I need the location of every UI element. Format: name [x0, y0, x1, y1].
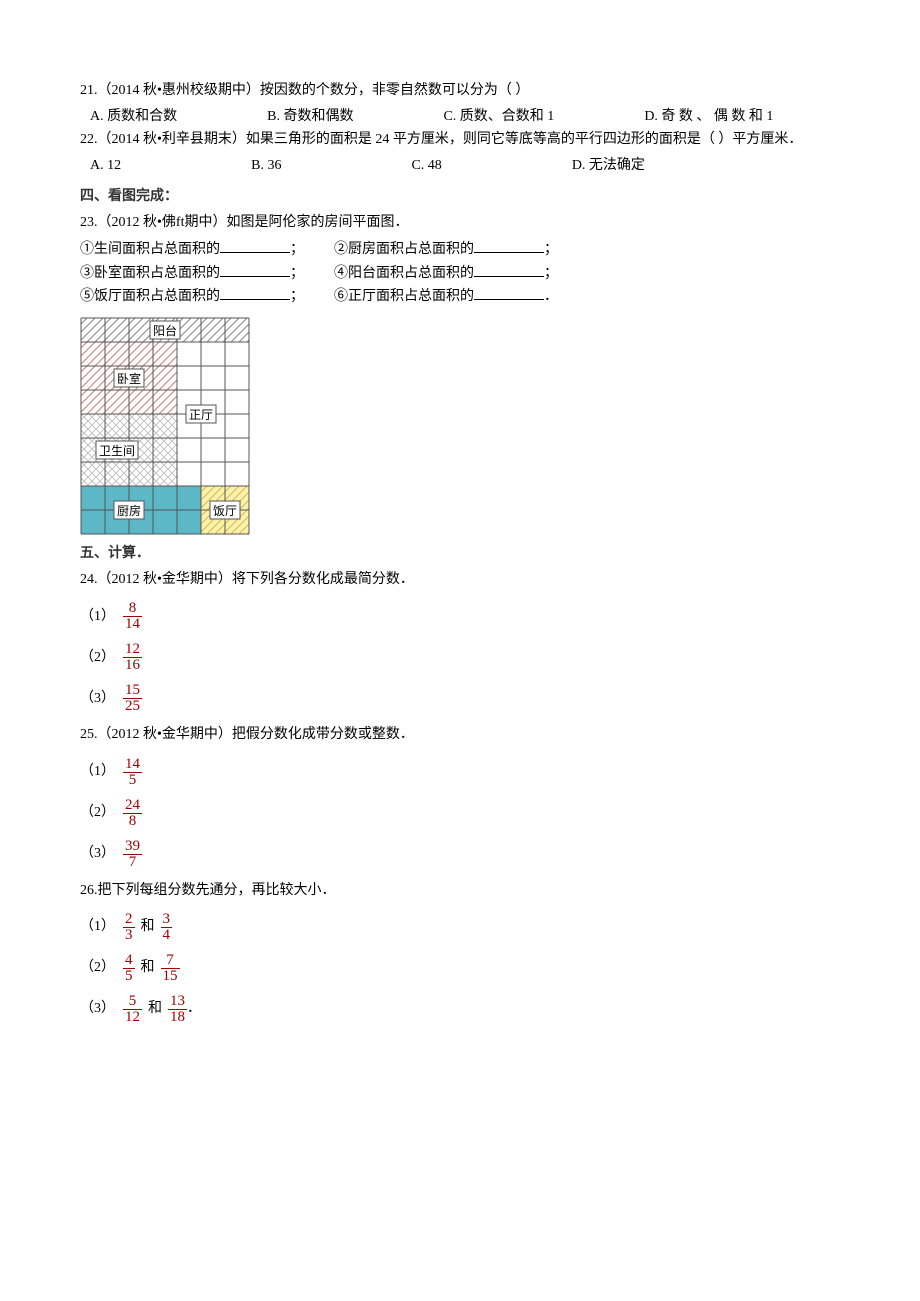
- q23-fill-left: ①生间面积占总面积的；: [80, 238, 304, 261]
- q21-opt-a: A. 质数和合数: [90, 106, 177, 128]
- fraction: 1525: [123, 683, 142, 714]
- svg-text:饭厅: 饭厅: [213, 504, 237, 518]
- q26-item: （2） 45 和 715: [80, 953, 860, 984]
- q23-fill-row: ①生间面积占总面积的； ②厨房面积占总面积的；: [80, 238, 860, 261]
- question-21: 21.（2014 秋•惠州校级期中）按因数的个数分，非零自然数可以分为（ ）: [80, 80, 860, 102]
- q22-opt-a: A. 12: [90, 155, 121, 177]
- q26-item: （1） 23 和 34: [80, 912, 860, 943]
- svg-text:正厅: 正厅: [189, 408, 213, 422]
- q22-opt-b: B. 36: [251, 155, 281, 177]
- svg-text:卧室: 卧室: [117, 371, 141, 386]
- q26-items: （1） 23 和 34 （2） 45 和 715 （3） 512 和 1318．: [80, 912, 860, 1025]
- blank: [474, 262, 544, 277]
- fraction: 715: [161, 953, 180, 984]
- question-26: 26.把下列每组分数先通分，再比较大小．: [80, 880, 860, 902]
- q25-item: （2） 248: [80, 798, 860, 829]
- blank: [220, 285, 290, 300]
- section-4-title: 四、看图完成：: [80, 186, 860, 208]
- q23-fill-row: ③卧室面积占总面积的； ④阳台面积占总面积的；: [80, 262, 860, 285]
- fraction: 814: [123, 601, 142, 632]
- item-index: （3）: [80, 998, 115, 1020]
- q21-opt-c: C. 质数、合数和 1: [443, 106, 554, 128]
- fraction: 397: [123, 839, 142, 870]
- fraction: 1318: [168, 994, 187, 1025]
- svg-text:卫生间: 卫生间: [99, 444, 135, 458]
- svg-text:阳台: 阳台: [153, 323, 177, 338]
- item-index: （1）: [80, 916, 115, 938]
- q23-fill-left: ③卧室面积占总面积的；: [80, 262, 304, 285]
- fraction: 145: [123, 757, 142, 788]
- q25-item: （3） 397: [80, 839, 860, 870]
- q24-item: （3） 1525: [80, 683, 860, 714]
- q22-opt-d: D. 无法确定: [572, 155, 645, 177]
- q25-items: （1） 145 （2） 248 （3） 397: [80, 757, 860, 870]
- blank: [474, 285, 544, 300]
- fraction: 1216: [123, 642, 142, 673]
- q21-stem: 21.（2014 秋•惠州校级期中）按因数的个数分，非零自然数可以分为（ ）: [80, 83, 529, 98]
- blank: [220, 238, 290, 253]
- item-index: （2）: [80, 957, 115, 979]
- q23-fill-right: ⑥正厅面积占总面积的．: [334, 285, 558, 308]
- q24-stem: 24.（2012 秋•金华期中）将下列各分数化成最简分数．: [80, 572, 414, 587]
- section-5-title: 五、计算．: [80, 543, 860, 565]
- item-index: （3）: [80, 843, 115, 865]
- blank: [474, 238, 544, 253]
- fraction: 23: [123, 912, 135, 943]
- q25-item: （1） 145: [80, 757, 860, 788]
- q24-item: （2） 1216: [80, 642, 860, 673]
- q23-fill-left: ⑤饭厅面积占总面积的；: [80, 285, 304, 308]
- q23-stem: 23.（2012 秋•佛ft期中）如图是阿伦家的房间平面图．: [80, 215, 408, 230]
- question-24: 24.（2012 秋•金华期中）将下列各分数化成最简分数．: [80, 569, 860, 591]
- tail-punct: ．: [187, 998, 201, 1020]
- q26-item: （3） 512 和 1318．: [80, 994, 860, 1025]
- question-23: 23.（2012 秋•佛ft期中）如图是阿伦家的房间平面图．: [80, 212, 860, 234]
- item-index: （1）: [80, 606, 115, 628]
- q24-item: （1） 814: [80, 601, 860, 632]
- item-index: （3）: [80, 688, 115, 710]
- q25-stem: 25.（2012 秋•金华期中）把假分数化成带分数或整数．: [80, 727, 414, 742]
- fraction: 45: [123, 953, 135, 984]
- floorplan-diagram: 阳台卧室正厅卫生间厨房 饭厅: [80, 317, 250, 535]
- q24-items: （1） 814 （2） 1216 （3） 1525: [80, 601, 860, 714]
- question-25: 25.（2012 秋•金华期中）把假分数化成带分数或整数．: [80, 724, 860, 746]
- fraction: 248: [123, 798, 142, 829]
- fraction: 34: [161, 912, 173, 943]
- q23-fill-rows: ①生间面积占总面积的； ②厨房面积占总面积的； ③卧室面积占总面积的； ④阳台面积占总…: [80, 238, 860, 308]
- item-index: （2）: [80, 647, 115, 669]
- blank: [220, 262, 290, 277]
- q21-opt-b: B. 奇数和偶数: [267, 106, 353, 128]
- item-index: （1）: [80, 761, 115, 783]
- q21-options: A. 质数和合数 B. 奇数和偶数 C. 质数、合数和 1 D. 奇 数 、 偶…: [90, 106, 860, 128]
- q22-opt-c: C. 48: [411, 155, 441, 177]
- q23-fill-row: ⑤饭厅面积占总面积的； ⑥正厅面积占总面积的．: [80, 285, 860, 308]
- item-index: （2）: [80, 802, 115, 824]
- question-22: 22.（2014 秋•利辛县期末）如果三角形的面积是 24 平方厘米，则同它等底…: [80, 129, 860, 151]
- q22-options: A. 12 B. 36 C. 48 D. 无法确定: [90, 155, 860, 177]
- svg-text:厨房: 厨房: [117, 503, 141, 518]
- and-text: 和: [141, 957, 155, 979]
- q26-stem: 26.把下列每组分数先通分，再比较大小．: [80, 883, 336, 898]
- and-text: 和: [148, 998, 162, 1020]
- q22-stem: 22.（2014 秋•利辛县期末）如果三角形的面积是 24 平方厘米，则同它等底…: [80, 132, 802, 147]
- q21-opt-d: D. 奇 数 、 偶 数 和 1: [644, 106, 773, 128]
- q23-fill-right: ④阳台面积占总面积的；: [334, 262, 558, 285]
- and-text: 和: [141, 916, 155, 938]
- fraction: 512: [123, 994, 142, 1025]
- q23-fill-right: ②厨房面积占总面积的；: [334, 238, 558, 261]
